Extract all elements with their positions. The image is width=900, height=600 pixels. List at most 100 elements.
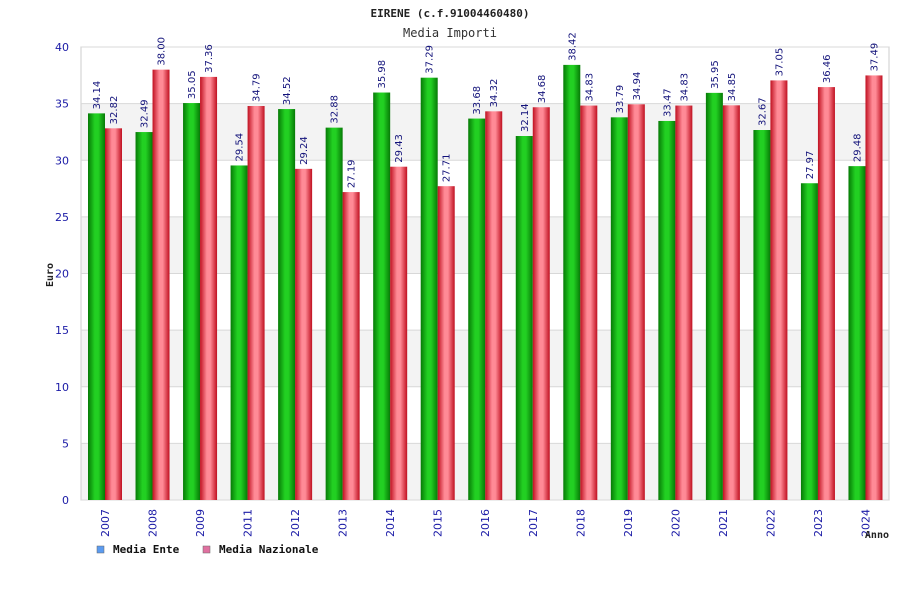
y-tick-label: 5 xyxy=(62,437,69,450)
data-label-media-nazionale-2022: 37.05 xyxy=(774,48,785,77)
bar-media-ente-2016 xyxy=(468,118,486,500)
x-tick-label: 2009 xyxy=(194,509,207,537)
legend-label-media-ente: Media Ente xyxy=(113,543,180,556)
data-label-media-ente-2015: 37.29 xyxy=(425,45,436,74)
data-label-media-ente-2019: 33.79 xyxy=(615,85,626,114)
bar-media-ente-2022 xyxy=(753,130,771,500)
y-tick-label: 15 xyxy=(55,324,69,337)
x-tick-label: 2012 xyxy=(289,509,302,537)
bar-media-nazionale-2014 xyxy=(390,166,408,500)
data-label-media-ente-2018: 38.42 xyxy=(567,32,578,61)
data-label-media-nazionale-2013: 27.19 xyxy=(347,159,358,188)
data-label-media-ente-2007: 34.14 xyxy=(92,81,103,110)
x-tick-label: 2017 xyxy=(527,509,540,537)
x-tick-label: 2015 xyxy=(432,509,445,537)
data-label-media-ente-2009: 35.05 xyxy=(187,70,198,99)
data-label-media-ente-2023: 27.97 xyxy=(805,151,816,180)
data-label-media-nazionale-2016: 34.32 xyxy=(489,79,500,108)
legend: Media Ente Media Nazionale xyxy=(96,543,319,556)
data-label-media-nazionale-2024: 37.49 xyxy=(869,43,880,72)
y-tick-label: 40 xyxy=(55,41,69,54)
x-tick-label: 2020 xyxy=(669,509,682,537)
chart-title: EIRENE (c.f.91004460480) xyxy=(371,7,530,20)
bar-media-ente-2013 xyxy=(325,127,343,500)
data-label-media-nazionale-2009: 37.36 xyxy=(204,44,215,73)
data-label-media-nazionale-2023: 36.46 xyxy=(822,54,833,83)
bar-media-ente-2021 xyxy=(705,92,723,501)
bar-media-nazionale-2011 xyxy=(247,106,265,501)
bar-media-ente-2020 xyxy=(658,120,676,501)
data-label-media-nazionale-2012: 29.24 xyxy=(299,136,310,165)
y-axis-ticks: 0 5 10 15 20 25 30 35 40 xyxy=(55,41,69,507)
bar-media-ente-2024 xyxy=(848,166,866,500)
legend-label-media-nazionale: Media Nazionale xyxy=(219,543,319,556)
data-label-media-nazionale-2014: 29.43 xyxy=(394,134,405,163)
bar-media-ente-2009 xyxy=(183,103,201,500)
bar-media-nazionale-2008 xyxy=(152,69,170,501)
y-tick-label: 10 xyxy=(55,381,69,394)
data-label-media-nazionale-2020: 34.83 xyxy=(679,73,690,102)
bar-media-nazionale-2013 xyxy=(342,192,360,501)
data-label-media-nazionale-2017: 34.68 xyxy=(537,75,548,104)
data-label-media-ente-2014: 35.98 xyxy=(377,60,388,89)
bar-media-ente-2014 xyxy=(373,92,391,501)
data-label-media-nazionale-2011: 34.79 xyxy=(252,73,263,102)
bar-media-nazionale-2023 xyxy=(817,87,835,500)
x-tick-label: 2021 xyxy=(717,509,730,537)
bar-media-nazionale-2024 xyxy=(865,75,883,500)
y-tick-label: 25 xyxy=(55,211,69,224)
bar-media-ente-2015 xyxy=(420,77,438,501)
bar-media-ente-2012 xyxy=(278,109,296,500)
data-label-media-ente-2011: 29.54 xyxy=(235,133,246,162)
bar-media-ente-2007 xyxy=(88,113,105,500)
bar-media-nazionale-2007 xyxy=(105,128,122,500)
x-tick-label: 2019 xyxy=(622,509,635,537)
bar-media-ente-2018 xyxy=(563,64,581,501)
x-tick-label: 2023 xyxy=(812,509,825,537)
data-label-media-nazionale-2018: 34.83 xyxy=(584,73,595,102)
bar-media-nazionale-2018 xyxy=(580,105,598,501)
bar-media-ente-2011 xyxy=(230,165,248,500)
bars xyxy=(88,64,883,501)
data-labels: 34.14 32.49 35.05 29.54 34.52 32.88 35.98 37.29… xyxy=(92,32,880,188)
data-label-media-ente-2013: 32.88 xyxy=(330,95,341,124)
y-tick-label: 30 xyxy=(55,154,69,167)
bar-media-ente-2017 xyxy=(515,136,533,500)
bar-media-ente-2023 xyxy=(800,183,818,500)
data-label-media-ente-2017: 32.14 xyxy=(520,103,531,132)
x-tick-label: 2011 xyxy=(242,509,255,537)
bar-media-nazionale-2016 xyxy=(485,111,503,501)
y-tick-label: 0 xyxy=(62,494,69,507)
data-label-media-nazionale-2008: 38.00 xyxy=(157,37,168,66)
bar-media-nazionale-2009 xyxy=(200,76,218,500)
x-tick-label: 2007 xyxy=(99,509,112,537)
chart-subtitle: Media Importi xyxy=(403,26,497,40)
data-label-media-ente-2021: 35.95 xyxy=(710,60,721,89)
data-label-media-ente-2020: 33.47 xyxy=(662,88,673,117)
bar-media-ente-2019 xyxy=(610,117,628,500)
x-tick-label: 2024 xyxy=(859,509,872,537)
bar-media-nazionale-2022 xyxy=(770,80,788,500)
y-tick-label: 20 xyxy=(55,268,69,281)
x-tick-label: 2008 xyxy=(147,509,160,537)
data-label-media-ente-2024: 29.48 xyxy=(852,133,863,162)
y-axis-label: Euro xyxy=(45,263,56,287)
bar-media-nazionale-2021 xyxy=(722,105,740,500)
data-label-media-nazionale-2007: 32.82 xyxy=(109,96,120,125)
x-axis-label: Anno xyxy=(865,530,889,541)
legend-swatch-media-ente xyxy=(96,545,105,554)
data-label-media-ente-2022: 32.67 xyxy=(757,97,768,126)
x-tick-label: 2013 xyxy=(337,509,350,537)
data-label-media-nazionale-2015: 27.71 xyxy=(442,154,453,183)
x-tick-label: 2022 xyxy=(764,509,777,537)
bar-media-nazionale-2019 xyxy=(627,104,645,500)
legend-swatch-media-nazionale xyxy=(202,545,211,554)
y-tick-label: 35 xyxy=(55,98,69,111)
x-tick-label: 2018 xyxy=(574,509,587,537)
x-tick-label: 2016 xyxy=(479,509,492,537)
data-label-media-ente-2008: 32.49 xyxy=(140,99,151,128)
x-axis-ticks: 2007 2008 2009 2011 2012 2013 2014 2015 2016 2017… xyxy=(99,509,872,537)
data-label-media-nazionale-2021: 34.85 xyxy=(727,73,738,102)
data-label-media-ente-2016: 33.68 xyxy=(472,86,483,115)
